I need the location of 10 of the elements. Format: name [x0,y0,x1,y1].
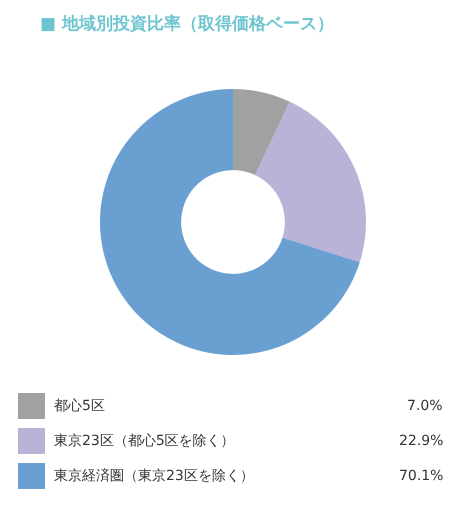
legend-label: 東京23区（都心5区を除く） [54,433,235,449]
data-label: 22.9% [399,433,444,449]
donut-slice [100,89,360,355]
chart-title: ■ 地域別投資比率（取得価格ベース） [40,14,334,34]
data-label: 7.0% [407,398,443,414]
donut-slice [233,89,290,176]
donut-slice [255,102,366,262]
data-label: 70.1% [399,468,444,484]
legend-label: 都心5区 [54,398,105,414]
legend-label: 東京経済圏（東京23区を除く） [54,468,254,484]
